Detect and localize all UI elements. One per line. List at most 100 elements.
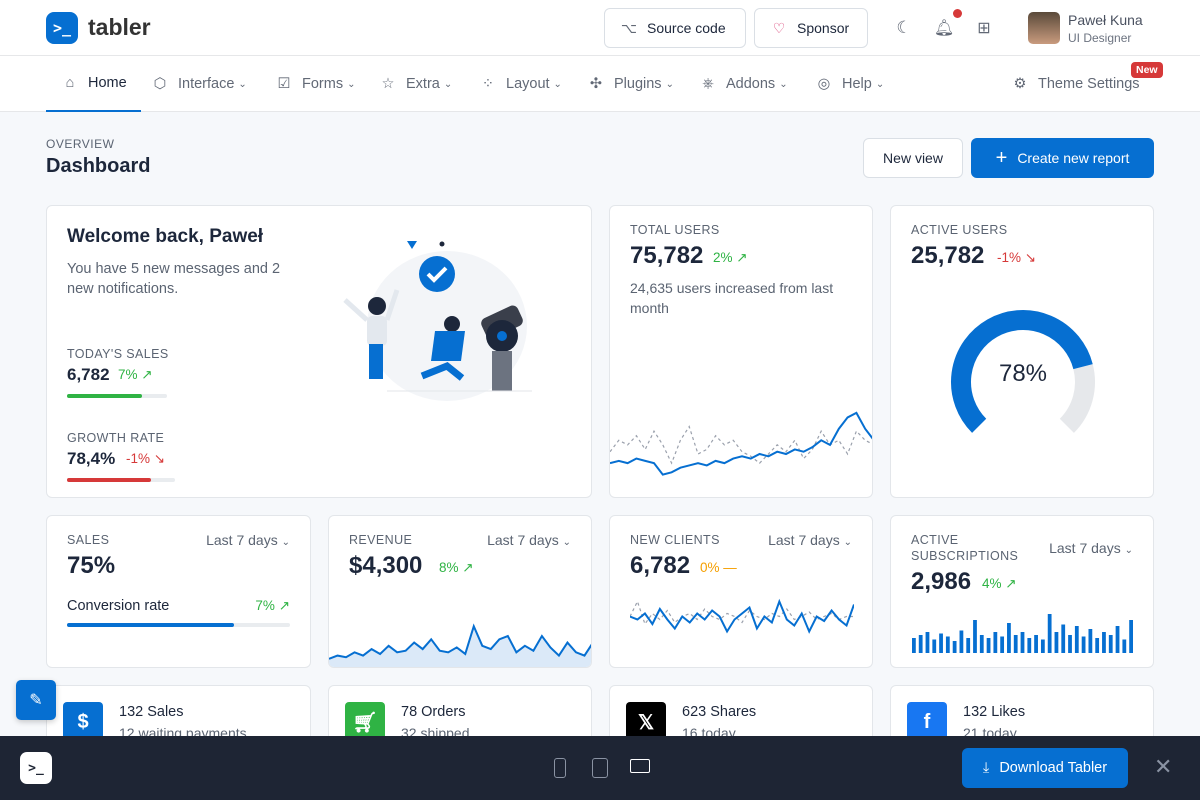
close-icon[interactable]: ✕ (1154, 754, 1173, 779)
change-value: 0% (700, 560, 720, 575)
subscription-bar (966, 638, 971, 653)
sponsor-button[interactable]: ♡ Sponsor (754, 8, 868, 48)
bottom-bar: >_ ⤓ Download Tabler ✕ (0, 736, 1200, 800)
new-clients-label: NEW CLIENTS (630, 533, 720, 547)
subscription-bar (993, 632, 998, 653)
new-clients-change: 0% — (700, 560, 737, 575)
subscription-bar (952, 641, 957, 653)
trending-down-icon: ↘ (1024, 250, 1037, 265)
subscription-bar (973, 620, 977, 653)
brand-name[interactable]: tabler (88, 14, 151, 40)
dollar-icon: $ (63, 702, 103, 742)
x-brand-icon: 𝕏 (626, 702, 666, 742)
sales-period-dropdown[interactable]: Last 7 days ⌄ (206, 532, 290, 548)
conversion-rate-label: Conversion rate (67, 598, 170, 614)
gauge-track (1059, 364, 1095, 433)
subscription-bar (1034, 635, 1038, 653)
subscriptions-chart (912, 614, 1133, 653)
chevron-down-icon: ⌄ (553, 78, 562, 90)
nav-forms[interactable]: ☑ Forms ⌄ (274, 56, 356, 112)
change-value: 2% (713, 250, 733, 265)
tabler-logo-icon[interactable]: >_ (46, 12, 78, 44)
mini-title: 132 Sales (119, 704, 184, 720)
tablet-view-icon[interactable] (592, 758, 608, 778)
change-value: 8% (439, 560, 459, 575)
create-report-button[interactable]: + Create new report (971, 138, 1154, 178)
chevron-down-icon: ⌄ (875, 78, 885, 90)
todays-sales-value: 6,782 (67, 365, 110, 384)
source-code-button[interactable]: ⌥ Source code (604, 8, 746, 48)
period-label: Last 7 days (1049, 540, 1121, 556)
minus-icon: — (723, 560, 737, 575)
revenue-change: 8% ↗ (439, 560, 474, 576)
nav-label: Interface (178, 76, 235, 92)
chevron-down-icon: ⌄ (443, 78, 453, 90)
mini-title: 623 Shares (682, 704, 757, 720)
change-value: 7% (118, 367, 138, 382)
mini-title: 132 Likes (963, 704, 1026, 720)
moon-icon[interactable]: ☾ (896, 18, 912, 37)
progress-fill (67, 478, 152, 482)
checkbox-icon: ☑ (277, 76, 291, 92)
subscriptions-label-2: SUBSCRIPTIONS (911, 549, 1019, 563)
nav-help[interactable]: ◎ Help ⌄ (814, 56, 885, 112)
nav-home[interactable]: ⌂ Home (46, 56, 141, 112)
chevron-down-icon: ⌄ (347, 78, 356, 90)
nav-theme-settings[interactable]: ⚙ Theme Settings (1010, 56, 1140, 112)
nav-addons[interactable]: ⎈ Addons ⌄ (698, 56, 788, 112)
revenue-value: $4,300 (349, 552, 423, 579)
chevron-down-icon: ⌄ (562, 537, 571, 548)
nav-layout[interactable]: ⁘ Layout ⌄ (478, 56, 562, 112)
star-icon: ☆ (381, 76, 395, 92)
nav-label: Help (842, 76, 872, 92)
new-view-button[interactable]: New view (863, 138, 963, 178)
shopping-cart-icon: 🛒︎ (345, 702, 385, 742)
subscription-bar (959, 630, 964, 653)
gauge-label: 78% (998, 360, 1048, 387)
user-name[interactable]: Paweł Kuna (1068, 12, 1143, 28)
avatar[interactable] (1028, 12, 1060, 44)
subscription-bar (979, 635, 984, 653)
trending-up-icon: ↗ (462, 560, 474, 575)
bell-icon[interactable]: 🔔︎ (933, 20, 955, 37)
revenue-period-dropdown[interactable]: Last 7 days ⌄ (487, 532, 571, 548)
subscription-bar (939, 633, 943, 653)
nav-label: Forms (302, 76, 344, 92)
trending-up-icon: ↗ (736, 250, 748, 265)
new-clients-period-dropdown[interactable]: Last 7 days ⌄ (768, 532, 852, 548)
desktop-view-icon[interactable] (630, 759, 650, 773)
nav-plugins[interactable]: ✣ Plugins ⌄ (586, 56, 674, 112)
chevron-down-icon: ⌄ (779, 78, 788, 90)
tabler-logo-icon[interactable]: >_ (20, 752, 52, 784)
subscription-bar (1054, 632, 1059, 653)
apps-icon[interactable]: ⊞ (977, 20, 991, 37)
subscription-bar (1007, 623, 1011, 653)
nav-interface[interactable]: ⬡ Interface ⌄ (150, 56, 247, 112)
mobile-view-icon[interactable] (554, 758, 566, 778)
download-tabler-button[interactable]: ⤓ Download Tabler (962, 748, 1128, 788)
theme-brush-button[interactable]: ✎ (16, 680, 56, 720)
sponsor-label: Sponsor (797, 20, 850, 36)
change-value: -1% (997, 250, 1022, 265)
growth-progress (67, 478, 175, 482)
subscription-bar (1102, 632, 1106, 653)
trending-up-icon: ↗ (141, 367, 153, 382)
layout-grid-icon: ⁘ (481, 76, 495, 92)
nav-extra[interactable]: ☆ Extra ⌄ (378, 56, 453, 112)
subscriptions-period-dropdown[interactable]: Last 7 days ⌄ (1049, 540, 1133, 556)
period-label: Last 7 days (768, 532, 840, 548)
revenue-card: REVENUE Last 7 days ⌄ $4,300 8% ↗ (328, 515, 592, 668)
current-series-line (630, 598, 854, 634)
total-users-card: TOTAL USERS 75,782 2% ↗ 24,635 users inc… (609, 205, 873, 498)
welcome-illustration (343, 241, 532, 401)
welcome-card: Welcome back, Paweł You have 5 new messa… (46, 205, 592, 498)
active-users-value: 25,782 (911, 242, 985, 269)
previous-series-line (630, 599, 854, 626)
total-users-label: TOTAL USERS (630, 223, 720, 237)
nav-label: Layout (506, 76, 550, 92)
nav-label: Extra (406, 76, 440, 92)
subscription-bar (1013, 635, 1018, 653)
github-icon: ⌥ (620, 19, 638, 36)
subscriptions-change: 4% ↗ (982, 576, 1017, 592)
active-users-label: ACTIVE USERS (911, 223, 1008, 237)
